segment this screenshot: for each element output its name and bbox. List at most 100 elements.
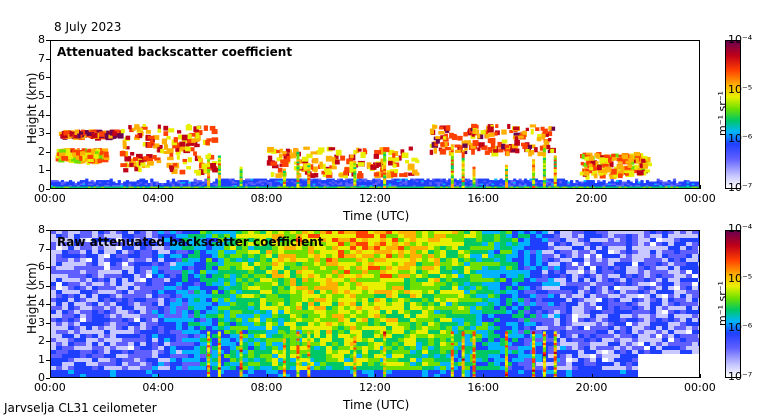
raw-heatmap-cell bbox=[356, 314, 363, 319]
raw-heatmap-cell bbox=[284, 274, 291, 279]
raw-heatmap-cell bbox=[188, 326, 195, 331]
raw-heatmap-cell bbox=[278, 330, 285, 335]
heatmap-cell bbox=[285, 180, 289, 183]
raw-heatmap-cell bbox=[68, 338, 75, 343]
raw-heatmap-cell bbox=[158, 306, 165, 311]
heatmap-cell bbox=[366, 180, 371, 183]
heatmap-cell bbox=[131, 184, 135, 187]
raw-heatmap-cell bbox=[320, 338, 327, 343]
cloud-cell bbox=[353, 150, 357, 155]
raw-heatmap-cell bbox=[140, 346, 147, 351]
raw-heatmap-cell bbox=[56, 242, 63, 247]
heatmap-cell bbox=[347, 180, 352, 183]
raw-heatmap-cell bbox=[56, 290, 63, 295]
heatmap-cell bbox=[299, 186, 303, 189]
precip-cell bbox=[532, 175, 536, 179]
raw-heatmap-cell bbox=[188, 258, 195, 263]
raw-heatmap-cell bbox=[278, 306, 285, 311]
heatmap-cell bbox=[90, 183, 94, 186]
precip-cell bbox=[207, 185, 211, 188]
precip-cell bbox=[450, 179, 454, 183]
raw-heatmap-cell bbox=[56, 314, 63, 319]
raw-heatmap-cell bbox=[152, 258, 159, 263]
raw-heatmap-cell bbox=[68, 358, 75, 363]
raw-heatmap-cell bbox=[260, 298, 267, 303]
heatmap-cell bbox=[507, 181, 511, 184]
raw-heatmap-cell bbox=[242, 254, 249, 259]
heatmap-cell bbox=[328, 184, 333, 187]
raw-heatmap-cell bbox=[80, 346, 87, 351]
raw-heatmap-cell bbox=[254, 266, 261, 271]
raw-heatmap-cell bbox=[134, 354, 141, 359]
raw-heatmap-cell bbox=[254, 350, 261, 355]
raw-heatmap-cell bbox=[152, 238, 159, 243]
raw-heatmap-cell bbox=[224, 342, 231, 347]
raw-heatmap-cell bbox=[380, 262, 387, 267]
raw-heatmap-cell bbox=[230, 354, 237, 359]
heatmap-cell bbox=[399, 183, 403, 186]
heatmap-cell bbox=[142, 186, 146, 189]
raw-heatmap-cell bbox=[104, 266, 111, 271]
raw-heatmap-cell bbox=[98, 362, 105, 367]
cloud-cell bbox=[495, 124, 499, 128]
xtick-mark bbox=[592, 185, 593, 189]
heatmap-cell bbox=[407, 183, 411, 186]
raw-heatmap-cell bbox=[374, 322, 381, 327]
heatmap-cell bbox=[494, 183, 498, 186]
heatmap-cell bbox=[115, 183, 119, 186]
heatmap-cell bbox=[572, 184, 576, 187]
heatmap-cell bbox=[521, 184, 525, 187]
raw-heatmap-cell bbox=[350, 318, 357, 323]
heatmap-cell bbox=[361, 184, 365, 187]
raw-heatmap-cell bbox=[122, 262, 129, 267]
raw-heatmap-cell bbox=[170, 298, 177, 303]
heatmap-cell bbox=[518, 181, 522, 184]
raw-heatmap-cell bbox=[350, 330, 357, 335]
raw-heatmap-cell bbox=[284, 310, 291, 315]
raw-heatmap-cell bbox=[224, 346, 231, 351]
heatmap-cell bbox=[523, 178, 528, 181]
heatmap-cell bbox=[434, 180, 438, 183]
cloud-cell bbox=[613, 173, 619, 178]
raw-heatmap-cell bbox=[332, 350, 339, 355]
raw-heatmap-cell bbox=[80, 298, 87, 303]
raw-heatmap-cell bbox=[110, 302, 117, 307]
raw-heatmap-cell bbox=[392, 370, 399, 375]
heatmap-cell bbox=[334, 183, 338, 186]
raw-heatmap-cell bbox=[284, 262, 291, 267]
heatmap-cell bbox=[556, 186, 560, 189]
heatmap-cell bbox=[480, 186, 484, 189]
cloud-cell bbox=[444, 147, 449, 151]
precip-cell bbox=[450, 183, 454, 186]
heatmap-cell bbox=[391, 183, 395, 186]
raw-heatmap-cell bbox=[314, 302, 321, 307]
heatmap-cell bbox=[591, 183, 595, 186]
raw-heatmap-cell bbox=[350, 358, 357, 363]
heatmap-cell bbox=[469, 183, 473, 186]
raw-heatmap-cell bbox=[326, 302, 333, 307]
precip-cell bbox=[383, 172, 387, 175]
raw-heatmap-cell bbox=[158, 258, 165, 263]
raw-heatmap-cell bbox=[296, 250, 303, 255]
cloud-cell bbox=[530, 128, 534, 135]
raw-heatmap-cell bbox=[332, 298, 339, 303]
raw-heatmap-cell bbox=[170, 370, 177, 375]
raw-heatmap-cell bbox=[86, 334, 93, 339]
raw-heatmap-cell bbox=[218, 274, 225, 279]
precip-cell bbox=[553, 179, 557, 183]
raw-heatmap-cell bbox=[146, 250, 153, 255]
raw-heatmap-cell bbox=[350, 354, 357, 359]
cloud-cell bbox=[383, 147, 390, 153]
raw-heatmap-cell bbox=[338, 258, 345, 263]
cloud-cell bbox=[497, 141, 503, 148]
raw-heatmap-cell bbox=[242, 270, 249, 275]
raw-heatmap-cell bbox=[134, 266, 141, 271]
raw-heatmap-cell bbox=[176, 374, 183, 378]
raw-heatmap-cell bbox=[284, 254, 291, 259]
raw-heatmap-cell bbox=[68, 250, 75, 255]
heatmap-cell bbox=[529, 178, 533, 181]
raw-heatmap-cell bbox=[260, 334, 267, 339]
heatmap-cell bbox=[626, 183, 631, 186]
raw-heatmap-cell bbox=[62, 238, 69, 243]
heatmap-cell bbox=[662, 181, 666, 184]
